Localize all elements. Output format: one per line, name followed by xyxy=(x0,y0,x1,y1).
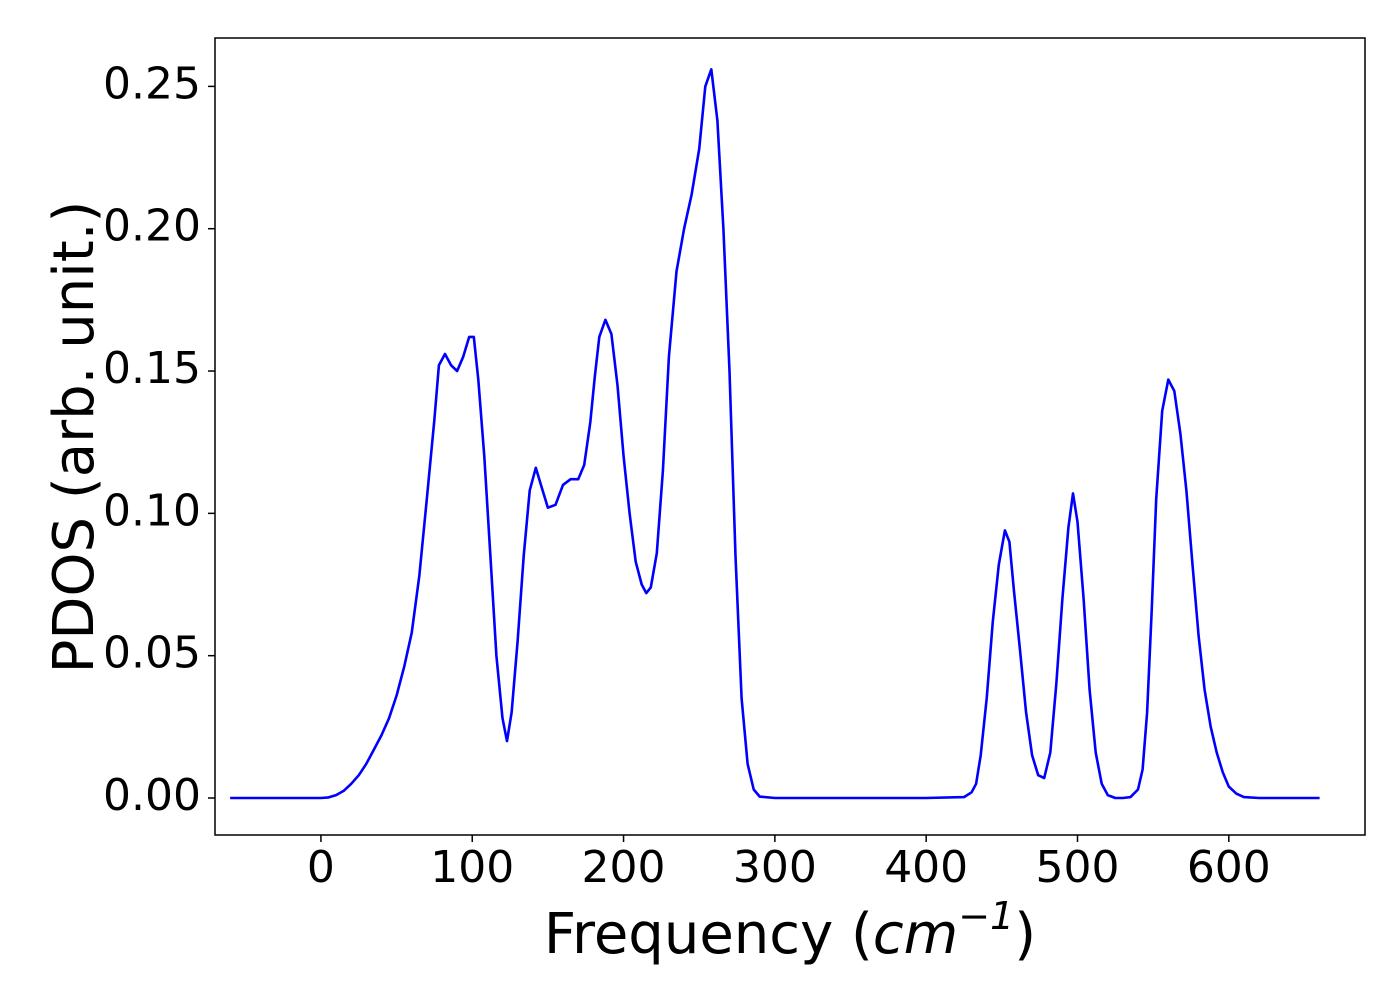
plot-layer xyxy=(230,68,1320,800)
x-tick-label: 400 xyxy=(884,842,968,893)
x-tick-label: 100 xyxy=(430,842,514,893)
y-tick-label: 0.25 xyxy=(103,58,201,109)
x-axis-label-unit: cm xyxy=(873,902,958,967)
y-ticks: 0.00 0.05 0.10 0.15 0.20 0.25 xyxy=(103,58,215,821)
x-tick-label: 200 xyxy=(582,842,666,893)
y-tick-label: 0.20 xyxy=(103,201,201,252)
x-ticks: 0 100 200 300 400 500 600 xyxy=(307,835,1271,893)
plot-frame xyxy=(214,37,1366,836)
x-axis-label: Frequency (cm−1) xyxy=(544,894,1036,967)
y-tick-label: 0.00 xyxy=(103,770,201,821)
x-axis-label-prefix: Frequency ( xyxy=(544,902,873,967)
x-axis-label-exponent: −1 xyxy=(958,894,1014,938)
y-tick-label: 0.10 xyxy=(103,485,201,536)
x-tick-label: 600 xyxy=(1187,842,1271,893)
x-tick-label: 500 xyxy=(1036,842,1120,893)
y-tick-label: 0.05 xyxy=(103,628,201,679)
x-tick-label: 300 xyxy=(733,842,817,893)
series-line-0 xyxy=(230,68,1320,800)
x-axis-label-suffix: ) xyxy=(1014,902,1036,967)
x-tick-label: 0 xyxy=(307,842,335,893)
y-axis-label: PDOS (arb. unit.) xyxy=(42,201,107,674)
y-tick-label: 0.15 xyxy=(103,343,201,394)
